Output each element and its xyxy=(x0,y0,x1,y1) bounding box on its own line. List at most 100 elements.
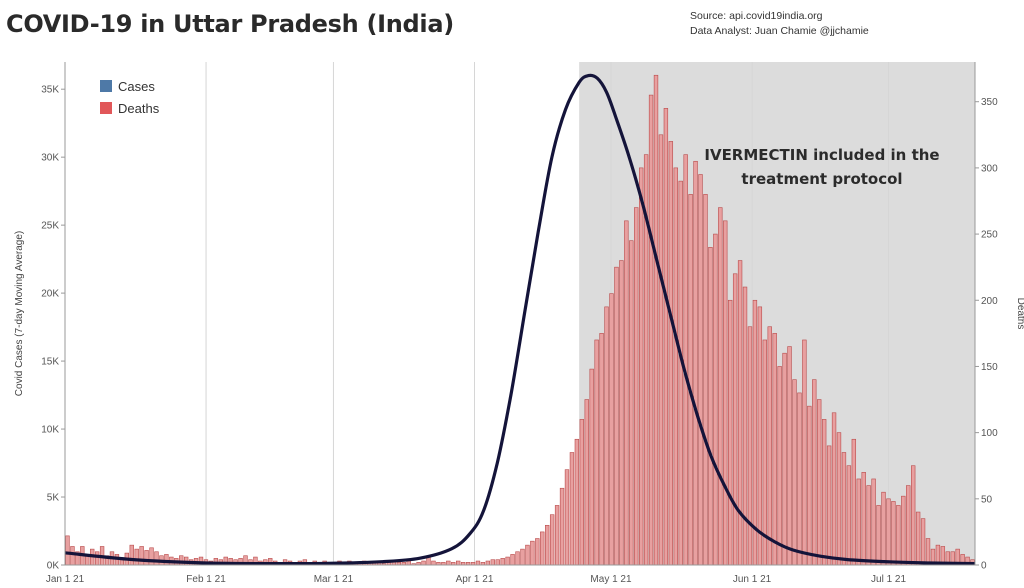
deaths-bar xyxy=(520,548,525,566)
deaths-bar xyxy=(846,465,852,566)
deaths-bar xyxy=(782,352,787,566)
deaths-bar xyxy=(564,469,570,566)
deaths-bar xyxy=(569,452,575,566)
x-tick-label: Mar 1 21 xyxy=(314,574,354,585)
deaths-bar xyxy=(554,505,560,566)
deaths-bar xyxy=(515,551,520,566)
y2-tick-label: 300 xyxy=(981,163,998,174)
deaths-bar xyxy=(65,535,70,566)
x-tick-label: Feb 1 21 xyxy=(186,574,226,585)
deaths-bar xyxy=(653,74,659,566)
deaths-bar xyxy=(406,560,411,566)
y2-tick-label: 250 xyxy=(981,230,998,241)
deaths-bar xyxy=(525,544,530,566)
deaths-bar xyxy=(540,531,545,566)
y-tick-label: 30K xyxy=(41,153,59,164)
deaths-bar xyxy=(901,495,906,566)
deaths-bar xyxy=(510,554,515,566)
deaths-bar xyxy=(624,220,629,566)
deaths-bar xyxy=(599,333,604,566)
deaths-bar xyxy=(594,339,599,566)
deaths-bar xyxy=(732,273,738,566)
deaths-bar xyxy=(911,465,916,566)
annotation-text: IVERMECTIN included in the xyxy=(704,146,939,164)
deaths-bar xyxy=(841,452,847,566)
y2-tick-label: 150 xyxy=(981,362,998,373)
deaths-bar xyxy=(693,160,698,566)
deaths-bar xyxy=(495,559,500,566)
deaths-bar xyxy=(856,478,861,566)
y2-tick-label: 200 xyxy=(981,296,998,307)
deaths-bar xyxy=(490,559,495,566)
shaded-region xyxy=(579,62,975,565)
deaths-bar xyxy=(668,141,674,566)
deaths-bar xyxy=(129,544,134,566)
deaths-bar xyxy=(139,546,144,566)
deaths-bar xyxy=(500,558,505,566)
deaths-bar xyxy=(144,550,149,566)
source-credits: Source: api.covid19india.org Data Analys… xyxy=(690,9,869,39)
x-tick-label: Jun 1 21 xyxy=(733,574,772,585)
deaths-bar xyxy=(648,94,654,566)
deaths-bar xyxy=(797,392,802,566)
legend-label: Cases xyxy=(118,79,155,94)
deaths-bar xyxy=(861,472,866,566)
y-tick-label: 0K xyxy=(47,561,60,572)
deaths-bar xyxy=(925,538,931,566)
x-tick-label: May 1 21 xyxy=(590,574,632,585)
deaths-bar xyxy=(787,346,792,566)
x-tick-label: Apr 1 21 xyxy=(456,574,494,585)
deaths-bar xyxy=(767,326,772,566)
deaths-bar xyxy=(836,432,842,566)
deaths-bar xyxy=(589,368,594,566)
deaths-bar xyxy=(421,560,426,566)
y-axis-title: Covid Cases (7-day Moving Average) xyxy=(14,231,25,396)
deaths-bar xyxy=(446,560,451,566)
deaths-bar xyxy=(762,339,767,566)
deaths-bar xyxy=(906,485,911,566)
deaths-bar xyxy=(703,194,708,566)
deaths-bar xyxy=(920,518,926,566)
deaths-bar xyxy=(881,491,886,566)
deaths-bar xyxy=(708,247,713,566)
deaths-bar xyxy=(579,419,585,566)
y-tick-label: 35K xyxy=(41,85,59,96)
x-tick-label: Jul 1 21 xyxy=(871,574,906,585)
deaths-bar xyxy=(757,306,763,566)
deaths-bar xyxy=(742,286,748,566)
deaths-bar xyxy=(866,485,871,566)
deaths-bar xyxy=(812,379,817,566)
deaths-bar xyxy=(802,339,807,566)
deaths-bar xyxy=(817,399,822,566)
deaths-bar xyxy=(871,478,876,566)
deaths-bar xyxy=(718,207,723,566)
deaths-bar xyxy=(826,445,832,566)
deaths-bar xyxy=(807,405,812,566)
deaths-bar xyxy=(584,399,589,566)
deaths-bar xyxy=(431,560,436,566)
deaths-bar xyxy=(678,180,683,566)
deaths-bar xyxy=(485,560,491,566)
deaths-bar xyxy=(747,326,753,566)
y-tick-label: 15K xyxy=(41,357,59,368)
cases-line xyxy=(64,73,976,566)
deaths-bar xyxy=(658,134,664,566)
deaths-bar xyxy=(876,505,881,566)
deaths-bar xyxy=(688,194,693,566)
deaths-bar xyxy=(456,560,461,566)
y2-tick-label: 350 xyxy=(981,97,998,108)
y-tick-label: 10K xyxy=(41,425,59,436)
deaths-bar xyxy=(698,174,703,566)
deaths-bar xyxy=(530,540,535,566)
deaths-bar xyxy=(614,266,619,566)
legend-swatch xyxy=(100,102,112,114)
deaths-bar xyxy=(629,240,634,566)
deaths-bar xyxy=(609,293,614,566)
deaths-bar xyxy=(772,333,777,566)
deaths-bar xyxy=(634,207,639,566)
legend-label: Deaths xyxy=(118,101,160,116)
deaths-bar xyxy=(70,546,75,566)
deaths-bar xyxy=(792,379,797,566)
